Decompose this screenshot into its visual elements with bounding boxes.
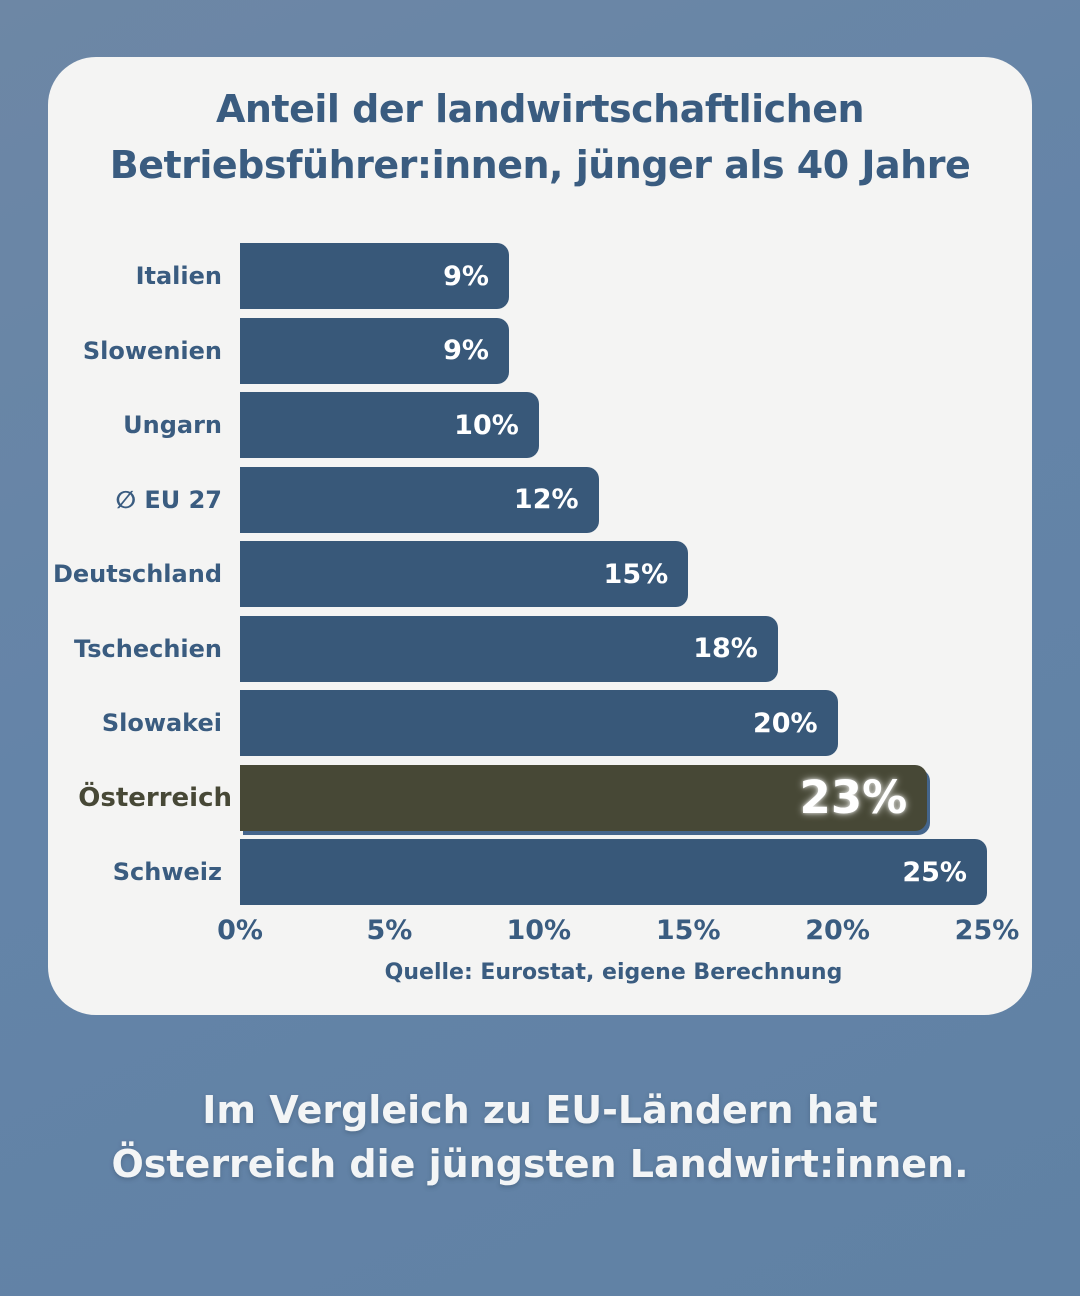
bar: 20% [240,690,838,756]
category-label: Österreich [78,782,232,813]
source-caption: Quelle: Eurostat, eigene Berechnung [384,960,843,985]
category-label: ∅ EU 27 [115,485,222,514]
bar-track: 9% [240,317,987,384]
x-tick-label: 10% [506,915,572,946]
bottom-caption: Im Vergleich zu EU-Ländern hat Österreic… [0,1083,1080,1191]
bar-value-label: 9% [443,335,489,366]
infographic-card: Anteil der landwirtschaftlichen Betriebs… [48,57,1032,1015]
bar-row: ∅ EU 27 12% [48,466,1032,533]
bar-track: 20% [240,690,987,756]
x-tick-label: 15% [655,915,721,946]
caption-line2: Österreich die jüngsten Landwirt:innen. [111,1142,969,1186]
bar-value-label: 10% [454,409,519,441]
category-label: Deutschland [52,560,222,588]
bar-row: Schweiz 25% [48,839,1032,905]
bar-row: Slowakei 20% [48,690,1032,756]
bar-track: 12% [240,466,987,533]
category-label: Tschechien [74,634,222,663]
category-label: Ungarn [123,411,222,439]
x-tick-label: 20% [805,915,870,946]
x-tick-label: 5% [366,915,413,946]
x-tick-label: 0% [217,915,263,946]
bar: 12% [240,466,599,533]
bar-track: 25% [240,839,987,905]
chart-title-line2: Betriebsführer:innen, jünger als 40 Jahr… [109,143,971,187]
bar: 25% [240,839,987,905]
caption-line1: Im Vergleich zu EU-Ländern hat [202,1088,878,1132]
bar: 10% [240,392,539,458]
category-label: Italien [135,262,222,290]
bar-track: 23% [240,764,987,831]
bar-value-label: 18% [693,633,758,664]
bar-value-label: 23% [799,771,908,824]
bar-value-label: 9% [443,260,489,292]
bar-value-label: 15% [603,558,669,590]
bar-track: 15% [240,541,987,607]
category-label: Slowenien [82,336,222,365]
bar: 18% [240,615,778,682]
bar-row: Tschechien 18% [48,615,1032,682]
bar-row: Ungarn 10% [48,392,1032,458]
x-tick-label: 25% [954,915,1020,946]
bar-value-label: 12% [513,484,579,515]
plot-rows: Italien 9% Slowenien 9% Ungarn 10% ∅ EU 27 12% D… [48,243,1032,914]
bar-row: Slowenien 9% [48,317,1032,384]
bar-track: 10% [240,392,987,458]
bar: 15% [240,541,689,607]
bar: 9% [240,317,509,384]
category-label: Schweiz [112,858,222,886]
bar-track: 9% [240,243,987,309]
category-label: Slowakei [101,709,222,737]
bar: 23% [240,764,928,831]
bar-track: 18% [240,615,987,682]
chart-title: Anteil der landwirtschaftlichen Betriebs… [48,81,1032,193]
bar: 9% [240,243,509,309]
chart-title-line1: Anteil der landwirtschaftlichen [215,87,865,131]
bar-value-label: 25% [902,856,967,888]
bar-value-label: 20% [752,707,818,739]
bar-row: Italien 9% [48,243,1032,309]
x-axis: 0% 5% 10% 15% 20% 25% [217,915,1019,951]
bar-row: Österreich 23% [48,764,1032,831]
bar-row: Deutschland 15% [48,541,1032,607]
